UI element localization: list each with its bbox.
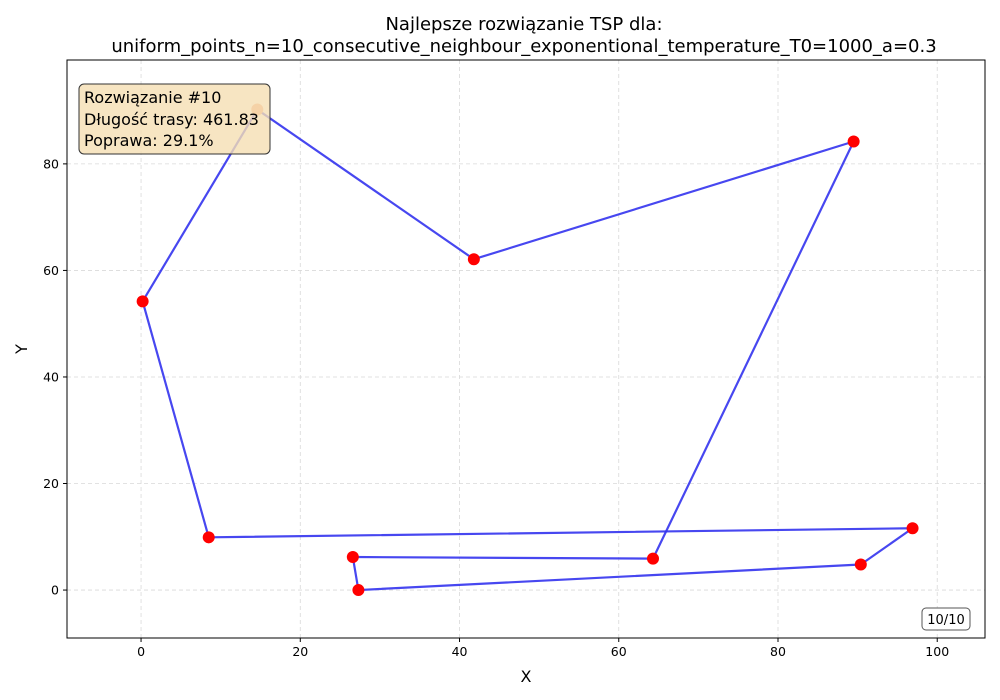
info-box: Rozwiązanie #10 Długość trasy: 461.83 Po… — [78, 83, 271, 155]
x-tick-label: 100 — [925, 644, 949, 659]
city-point — [346, 551, 359, 564]
info-solution-number: Rozwiązanie #10 — [84, 88, 221, 107]
solution-counter: 10/10 — [927, 613, 964, 628]
route-segment — [472, 140, 855, 261]
city-point — [854, 558, 867, 571]
grid — [67, 60, 985, 638]
y-tick-label: 40 — [43, 369, 59, 384]
route-segment — [651, 140, 855, 560]
y-axis-label: Y — [12, 344, 31, 355]
route-segment — [357, 563, 862, 592]
chart-title-line2: uniform_points_n=10_consecutive_neighbou… — [111, 36, 936, 57]
x-tick-label: 40 — [452, 644, 468, 659]
city-point — [202, 531, 215, 544]
city-point — [136, 295, 149, 308]
route-segment — [256, 108, 475, 261]
plot-frame — [66, 59, 986, 639]
chart-title-line1: Najlepsze rozwiązanie TSP dla: — [385, 14, 662, 35]
x-axis-label: X — [521, 667, 532, 686]
x-axis-ticks: 0 20 40 60 80 100 — [137, 638, 949, 659]
city-point — [646, 552, 659, 565]
y-tick-label: 20 — [43, 476, 59, 491]
city-point — [906, 522, 919, 535]
route-segment — [351, 555, 655, 560]
y-tick-label: 60 — [43, 263, 59, 278]
y-tick-label: 80 — [43, 156, 59, 171]
y-axis-ticks: 0 20 40 60 80 — [43, 156, 67, 598]
route-segment — [141, 300, 210, 539]
counter-box: 10/10 — [921, 607, 971, 631]
city-point — [467, 253, 480, 266]
info-route-length: Długość trasy: 461.83 — [84, 110, 259, 129]
city-points — [136, 103, 919, 597]
x-tick-label: 80 — [770, 644, 786, 659]
city-point — [352, 584, 365, 597]
y-tick-label: 0 — [51, 583, 59, 598]
info-improvement: Poprawa: 29.1% — [84, 131, 214, 150]
counter-box-background — [921, 607, 971, 631]
route-segment — [859, 527, 914, 566]
x-tick-label: 60 — [611, 644, 627, 659]
x-tick-label: 20 — [292, 644, 308, 659]
info-box-background — [78, 83, 271, 155]
route-segment — [207, 527, 914, 539]
city-point — [847, 135, 860, 148]
x-tick-label: 0 — [137, 644, 145, 659]
route — [141, 108, 914, 592]
